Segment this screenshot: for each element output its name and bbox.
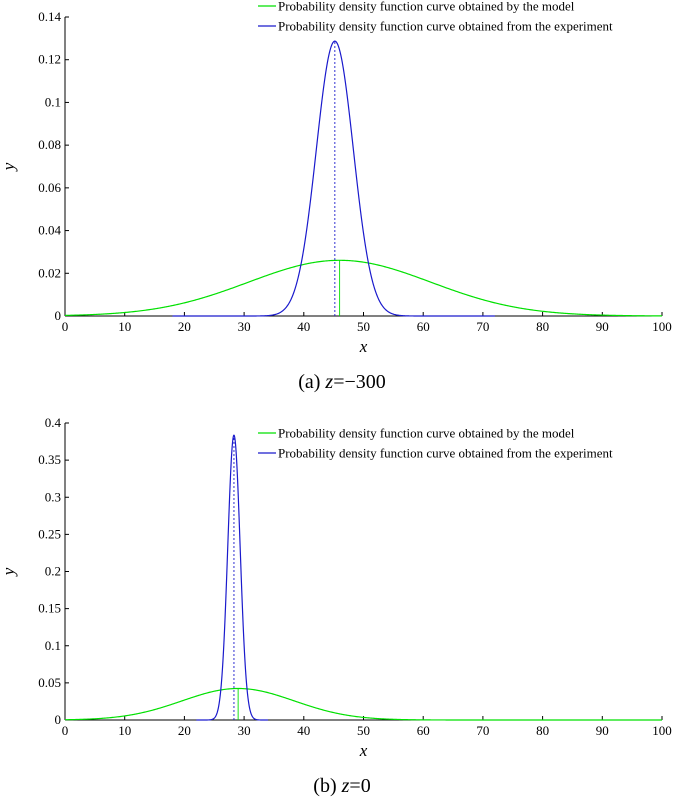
x-tick-label: 30 <box>238 319 251 334</box>
y-tick-label: 0.35 <box>38 452 61 467</box>
y-axis-title: y <box>0 162 18 172</box>
x-tick-label: 50 <box>357 319 370 334</box>
legend-label: Probability density function curve obtai… <box>278 0 575 14</box>
caption-variable: z <box>341 775 350 797</box>
x-tick-label: 100 <box>652 723 672 738</box>
x-tick-label: 30 <box>238 723 251 738</box>
x-tick-label: 10 <box>118 319 131 334</box>
y-tick-label: 0 <box>55 308 62 323</box>
x-tick-label: 70 <box>476 723 489 738</box>
y-tick-label: 0.15 <box>38 601 61 616</box>
y-tick-label: 0.04 <box>38 223 61 238</box>
x-tick-label: 10 <box>118 723 131 738</box>
caption-prefix: (a) <box>298 371 325 393</box>
y-tick-label: 0.12 <box>38 52 61 67</box>
series-line-2 <box>172 40 495 317</box>
x-tick-label: 0 <box>62 723 69 738</box>
x-tick-label: 90 <box>596 319 609 334</box>
x-tick-label: 70 <box>476 319 489 334</box>
x-axis-title: x <box>359 337 368 356</box>
caption-value: =−300 <box>333 371 386 393</box>
x-tick-label: 40 <box>297 723 310 738</box>
caption-variable: z <box>324 371 333 393</box>
x-tick-label: 60 <box>417 319 430 334</box>
x-tick-label: 40 <box>297 319 310 334</box>
y-tick-label: 0.3 <box>45 489 61 504</box>
legend-label: Probability density function curve obtai… <box>278 426 575 441</box>
x-tick-label: 50 <box>357 723 370 738</box>
x-tick-label: 80 <box>536 319 549 334</box>
y-tick-label: 0.06 <box>38 180 61 195</box>
y-tick-label: 0.25 <box>38 526 61 541</box>
legend-label: Probability density function curve obtai… <box>278 19 613 34</box>
y-axis-title: y <box>0 567 18 577</box>
x-tick-label: 60 <box>417 723 430 738</box>
x-axis-title: x <box>359 741 368 760</box>
y-tick-label: 0.05 <box>38 675 61 690</box>
figure-caption: (b) z=0 <box>313 775 370 797</box>
figure-caption: (a) z=−300 <box>298 371 386 393</box>
series-line-1 <box>64 259 662 317</box>
x-tick-label: 90 <box>596 723 609 738</box>
chart-panel-b: 0 10 20 30 40 50 60 70 80 90 100 0 0.05 0.1 0.15 0.2 0.2… <box>0 415 672 797</box>
y-tick-label: 0.14 <box>38 9 61 24</box>
series-line-1 <box>64 687 662 721</box>
y-tick-label: 0.1 <box>45 638 61 653</box>
x-tick-label: 20 <box>178 319 191 334</box>
y-tick-label: 0.2 <box>45 564 61 579</box>
caption-prefix: (b) <box>313 775 341 797</box>
x-tick-label: 100 <box>652 319 672 334</box>
x-tick-label: 0 <box>62 319 69 334</box>
caption-value: =0 <box>349 775 370 797</box>
y-tick-label: 0.08 <box>38 137 61 152</box>
x-tick-label: 20 <box>178 723 191 738</box>
series-line-2 <box>196 434 268 721</box>
y-tick-label: 0.02 <box>38 265 61 280</box>
y-tick-label: 0.4 <box>45 415 62 430</box>
legend-label: Probability density function curve obtai… <box>278 446 613 461</box>
y-tick-label: 0.1 <box>45 94 61 109</box>
chart-panel-a: 0 10 20 30 40 50 60 70 80 90 100 0 0.02 0.04 0.06 0.08 0… <box>0 0 672 393</box>
x-tick-label: 80 <box>536 723 549 738</box>
y-tick-label: 0 <box>55 712 62 727</box>
